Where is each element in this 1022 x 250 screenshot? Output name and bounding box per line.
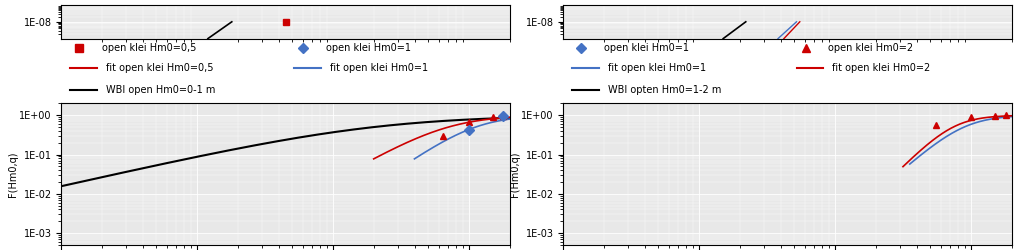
Text: open klei Hm0=2: open klei Hm0=2 <box>828 43 913 53</box>
Y-axis label: F(Hm0,q): F(Hm0,q) <box>8 152 17 197</box>
Text: fit open klei Hm0=1: fit open klei Hm0=1 <box>330 63 428 73</box>
Text: WBI open Hm0=0-1 m: WBI open Hm0=0-1 m <box>106 86 216 96</box>
Text: open klei Hm0=0,5: open klei Hm0=0,5 <box>101 43 196 53</box>
Text: WBI opten Hm0=1-2 m: WBI opten Hm0=1-2 m <box>608 86 722 96</box>
Text: open klei Hm0=1: open klei Hm0=1 <box>604 43 689 53</box>
Text: fit open klei Hm0=1: fit open klei Hm0=1 <box>608 63 706 73</box>
Text: open klei Hm0=1: open klei Hm0=1 <box>326 43 411 53</box>
Y-axis label: F(Hm0,q): F(Hm0,q) <box>510 152 520 197</box>
Text: fit open klei Hm0=2: fit open klei Hm0=2 <box>833 63 931 73</box>
Text: fit open klei Hm0=0,5: fit open klei Hm0=0,5 <box>106 63 214 73</box>
